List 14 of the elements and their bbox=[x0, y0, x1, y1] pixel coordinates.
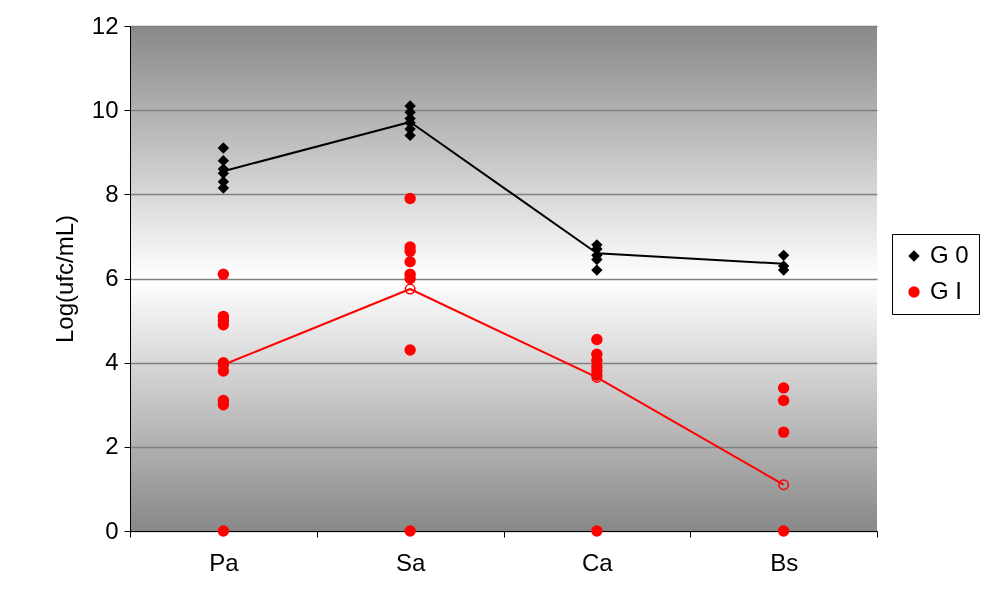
y-tick-label: 6 bbox=[105, 264, 119, 291]
x-tick-label: Bs bbox=[770, 548, 799, 576]
y-axis-title: Log(ufc/mL) bbox=[50, 214, 78, 344]
y-tick-label: 8 bbox=[105, 179, 119, 207]
y-tick-label: 12 bbox=[91, 11, 119, 39]
legend-label: G 0 bbox=[930, 241, 969, 268]
x-tick-label: Pa bbox=[209, 548, 240, 576]
y-tick-label: 2 bbox=[105, 432, 119, 460]
y-tick-label: 0 bbox=[105, 516, 119, 544]
x-tick-label: Sa bbox=[395, 548, 426, 576]
legend-label: G I bbox=[930, 277, 963, 304]
x-tick-label: Ca bbox=[582, 548, 614, 576]
y-tick-label: 10 bbox=[91, 95, 119, 123]
y-tick-label: 4 bbox=[105, 348, 119, 376]
